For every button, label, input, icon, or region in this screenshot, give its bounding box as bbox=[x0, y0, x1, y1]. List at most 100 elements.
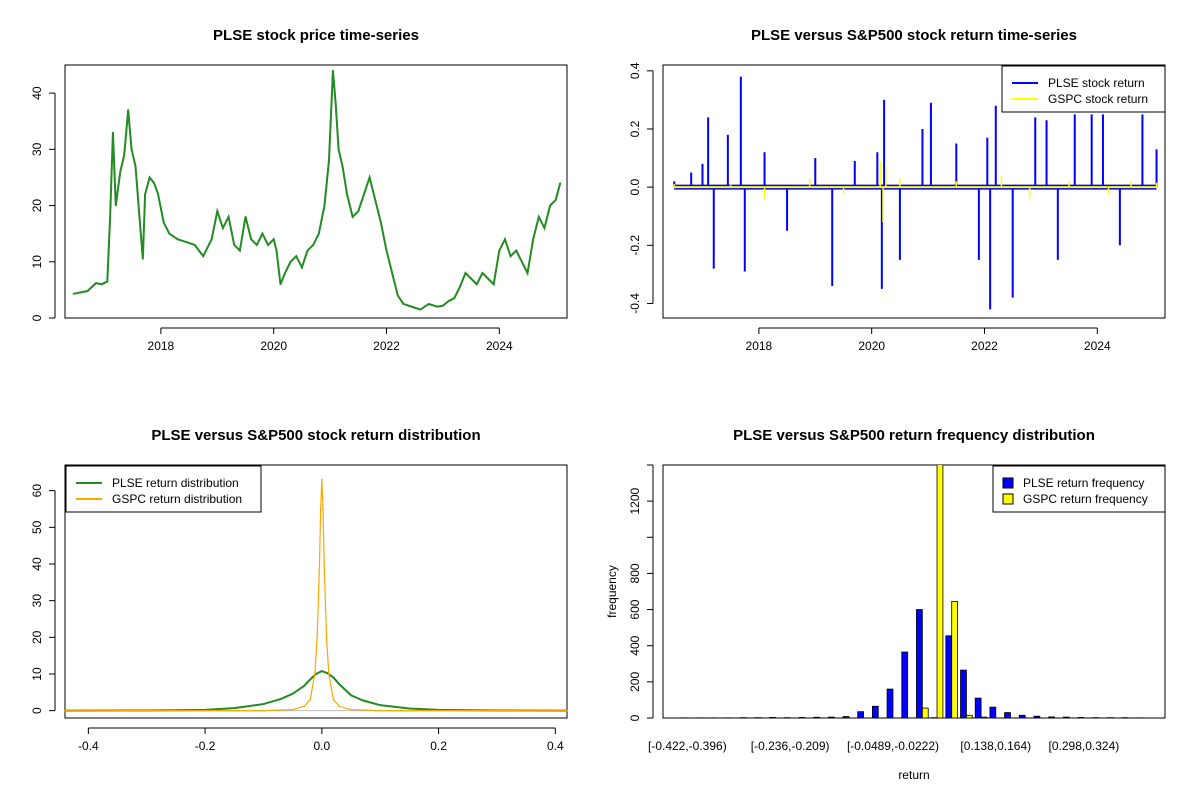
data-point bbox=[346, 193, 348, 196]
y-tick-label: 800 bbox=[628, 563, 642, 583]
data-point bbox=[442, 304, 444, 307]
data-point bbox=[114, 204, 117, 207]
data-point bbox=[222, 227, 224, 229]
y-tick-label: 0 bbox=[30, 707, 44, 714]
data-point bbox=[262, 703, 265, 705]
data-point bbox=[436, 305, 439, 308]
data-point bbox=[475, 283, 478, 286]
data-point bbox=[303, 684, 306, 687]
data-point bbox=[357, 210, 360, 212]
data-point bbox=[328, 159, 330, 162]
legend-swatch bbox=[1002, 477, 1014, 489]
data-point bbox=[321, 478, 323, 481]
y-tick-label: 200 bbox=[628, 672, 642, 692]
legend: PLSE return frequency GSPC return frequen… bbox=[992, 465, 1166, 513]
data-point bbox=[325, 636, 328, 639]
data-point bbox=[338, 705, 341, 708]
data-point bbox=[368, 176, 371, 179]
data-point bbox=[316, 636, 318, 639]
data-point bbox=[280, 698, 282, 700]
data-point bbox=[177, 238, 179, 241]
data-point bbox=[419, 308, 422, 311]
data-point bbox=[521, 260, 523, 263]
y-tick-label: 40 bbox=[30, 557, 44, 571]
data-point bbox=[326, 672, 329, 675]
data-point bbox=[328, 673, 330, 675]
data-point bbox=[319, 508, 322, 510]
data-point bbox=[157, 193, 159, 196]
data-point bbox=[379, 709, 382, 712]
panel-3: PLSE versus S&P500 stock return distribu… bbox=[30, 427, 568, 753]
panel-title: PLSE versus S&P500 stock return distribu… bbox=[151, 427, 480, 444]
y-tick-label: 10 bbox=[30, 255, 44, 269]
data-point bbox=[318, 563, 321, 565]
gspc-frequency-bar bbox=[921, 707, 929, 718]
data-point bbox=[162, 221, 165, 224]
x-tick-label: -0.2 bbox=[195, 739, 216, 753]
x-tick-label: 2018 bbox=[148, 339, 175, 353]
plse-frequency-bar bbox=[916, 609, 923, 718]
data-point bbox=[289, 260, 292, 263]
legend: PLSE return distribution GSPC return dist… bbox=[65, 465, 262, 513]
x-tick-label: 2020 bbox=[858, 339, 885, 353]
data-point bbox=[492, 283, 495, 286]
data-point bbox=[142, 258, 144, 260]
data-point bbox=[459, 286, 461, 288]
data-point bbox=[100, 283, 103, 286]
data-point bbox=[250, 238, 252, 241]
data-point bbox=[408, 707, 411, 710]
y-tick-label: 60 bbox=[30, 484, 44, 498]
data-point bbox=[112, 131, 114, 134]
x-tick-label: 2018 bbox=[746, 339, 773, 353]
data-point bbox=[314, 673, 316, 675]
data-point bbox=[537, 216, 540, 218]
x-tick-label: 0.4 bbox=[547, 739, 564, 753]
data-point bbox=[138, 216, 141, 218]
data-point bbox=[332, 676, 335, 679]
legend-swatch bbox=[1002, 493, 1014, 505]
plse-frequency-bar bbox=[1018, 714, 1026, 718]
legend-label: GSPC return distribution bbox=[112, 492, 242, 506]
data-point bbox=[233, 244, 236, 246]
x-tick-label: 0.2 bbox=[430, 739, 447, 753]
legend-label: PLSE return distribution bbox=[112, 476, 239, 490]
data-point bbox=[239, 249, 241, 252]
y-tick-label: 400 bbox=[628, 635, 642, 655]
x-tick-label: 0.0 bbox=[313, 739, 330, 753]
data-point bbox=[130, 148, 133, 151]
data-point bbox=[351, 216, 354, 218]
data-point bbox=[487, 277, 489, 280]
y-tick-label: 10 bbox=[30, 667, 44, 681]
data-point bbox=[566, 709, 568, 712]
data-point bbox=[447, 300, 450, 302]
data-point bbox=[210, 238, 213, 241]
gspc-frequency-bar bbox=[951, 601, 958, 718]
data-point bbox=[284, 272, 286, 274]
data-point bbox=[72, 293, 75, 295]
panel-title: PLSE stock price time-series bbox=[213, 27, 419, 44]
legend-label: GSPC stock return bbox=[1048, 92, 1148, 106]
data-point bbox=[361, 699, 364, 702]
x-tick-label: [-0.422,-0.396) bbox=[648, 739, 727, 753]
data-point bbox=[543, 227, 546, 229]
data-point bbox=[379, 704, 382, 706]
data-point bbox=[341, 165, 344, 167]
data-point bbox=[509, 255, 512, 257]
x-tick-label: 2024 bbox=[1084, 339, 1111, 353]
data-point bbox=[255, 244, 258, 246]
data-point bbox=[301, 266, 303, 269]
plse-frequency-bar bbox=[1077, 717, 1085, 718]
y-tick-label: 20 bbox=[30, 630, 44, 644]
x-tick-label: 2024 bbox=[486, 339, 513, 353]
data-point bbox=[185, 241, 188, 243]
y-tick-label: 1200 bbox=[628, 487, 642, 514]
data-point bbox=[402, 303, 405, 305]
data-point bbox=[374, 199, 377, 201]
plse-frequency-bar bbox=[901, 651, 909, 718]
data-point bbox=[144, 193, 146, 196]
data-point bbox=[168, 232, 171, 235]
plse-frequency-bar bbox=[798, 717, 806, 718]
data-point bbox=[411, 305, 413, 308]
data-point bbox=[272, 238, 275, 241]
